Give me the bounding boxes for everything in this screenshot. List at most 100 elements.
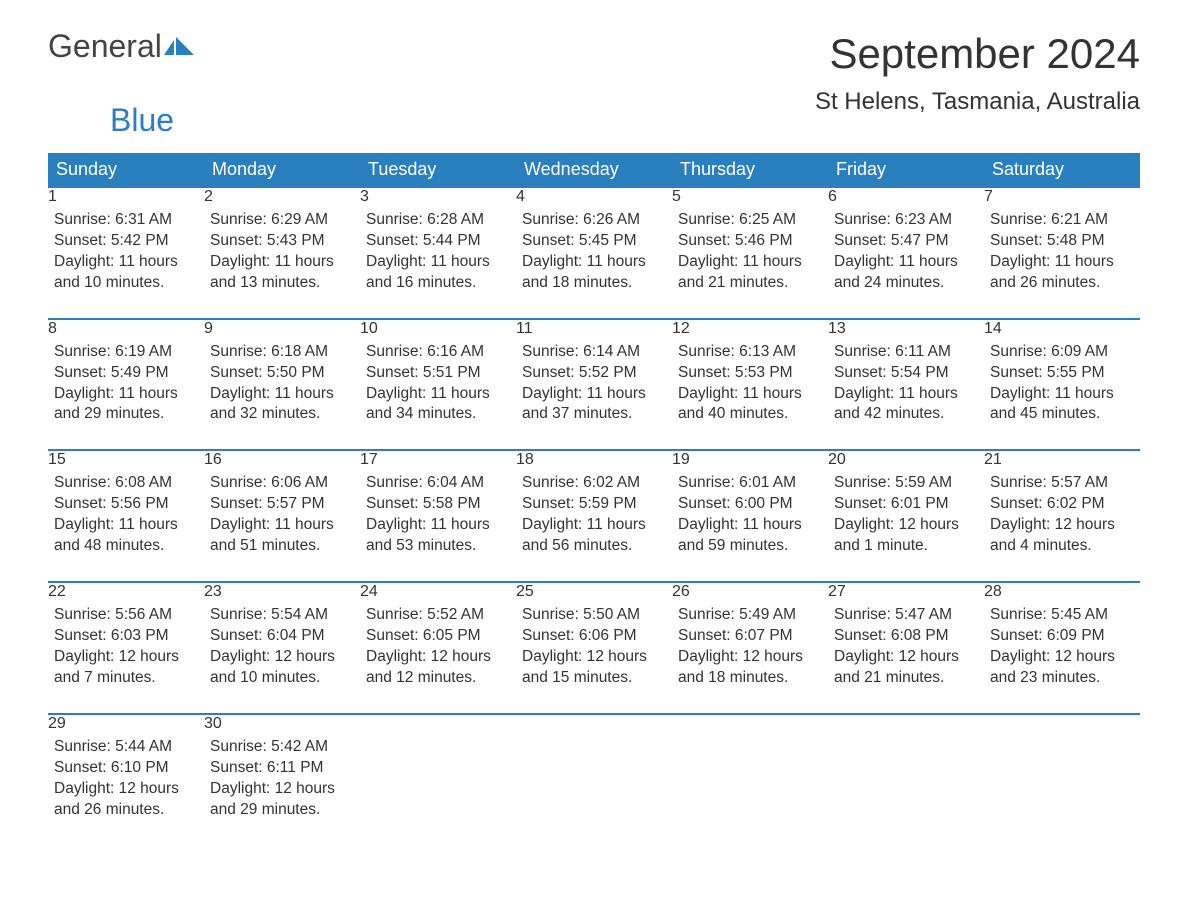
day-body: Sunrise: 5:44 AMSunset: 6:10 PMDaylight:… [48, 733, 204, 845]
day-body: Sunrise: 6:25 AMSunset: 5:46 PMDaylight:… [672, 206, 828, 318]
day-sunset: Sunset: 5:45 PM [522, 231, 666, 252]
calendar-day-cell: 1Sunrise: 6:31 AMSunset: 5:42 PMDaylight… [48, 187, 204, 319]
day-number-empty [360, 715, 516, 733]
day-body: Sunrise: 5:47 AMSunset: 6:08 PMDaylight:… [828, 601, 984, 713]
day-body: Sunrise: 6:26 AMSunset: 5:45 PMDaylight:… [516, 206, 672, 318]
day-body: Sunrise: 6:18 AMSunset: 5:50 PMDaylight:… [204, 338, 360, 450]
calendar-week-row: 8Sunrise: 6:19 AMSunset: 5:49 PMDaylight… [48, 319, 1140, 451]
calendar-day-cell: 24Sunrise: 5:52 AMSunset: 6:05 PMDayligh… [360, 582, 516, 714]
day-number: 6 [828, 188, 984, 206]
day-sunset: Sunset: 5:49 PM [54, 363, 198, 384]
day-number: 23 [204, 583, 360, 601]
day-number: 15 [48, 451, 204, 469]
month-title: September 2024 [815, 30, 1140, 78]
logo: General [48, 30, 194, 62]
logo-text-general: General [48, 30, 162, 62]
day-sunset: Sunset: 6:07 PM [678, 626, 822, 647]
day-d1: Daylight: 12 hours [54, 779, 198, 800]
day-d1: Daylight: 11 hours [54, 515, 198, 536]
day-d1: Daylight: 12 hours [834, 647, 978, 668]
day-body: Sunrise: 5:42 AMSunset: 6:11 PMDaylight:… [204, 733, 360, 845]
calendar-day-cell: 16Sunrise: 6:06 AMSunset: 5:57 PMDayligh… [204, 450, 360, 582]
day-d1: Daylight: 12 hours [522, 647, 666, 668]
day-sunset: Sunset: 5:48 PM [990, 231, 1134, 252]
day-sunset: Sunset: 6:10 PM [54, 758, 198, 779]
day-number: 8 [48, 320, 204, 338]
calendar-day-cell: 18Sunrise: 6:02 AMSunset: 5:59 PMDayligh… [516, 450, 672, 582]
day-d2: and 48 minutes. [54, 536, 198, 557]
day-body: Sunrise: 5:54 AMSunset: 6:04 PMDaylight:… [204, 601, 360, 713]
day-d2: and 10 minutes. [54, 273, 198, 294]
day-sunrise: Sunrise: 5:44 AM [54, 737, 198, 758]
day-sunrise: Sunrise: 6:06 AM [210, 473, 354, 494]
flag-icon [164, 30, 194, 62]
day-number: 7 [984, 188, 1140, 206]
calendar-day-cell: 27Sunrise: 5:47 AMSunset: 6:08 PMDayligh… [828, 582, 984, 714]
calendar-week-row: 22Sunrise: 5:56 AMSunset: 6:03 PMDayligh… [48, 582, 1140, 714]
day-d2: and 59 minutes. [678, 536, 822, 557]
weekday-header: Monday [204, 153, 360, 187]
day-d2: and 10 minutes. [210, 668, 354, 689]
day-body: Sunrise: 5:50 AMSunset: 6:06 PMDaylight:… [516, 601, 672, 713]
weekday-header: Wednesday [516, 153, 672, 187]
day-number: 26 [672, 583, 828, 601]
day-sunrise: Sunrise: 6:26 AM [522, 210, 666, 231]
day-body: Sunrise: 6:29 AMSunset: 5:43 PMDaylight:… [204, 206, 360, 318]
day-number: 16 [204, 451, 360, 469]
day-number-empty [516, 715, 672, 733]
calendar-table: Sunday Monday Tuesday Wednesday Thursday… [48, 153, 1140, 844]
calendar-day-cell: 19Sunrise: 6:01 AMSunset: 6:00 PMDayligh… [672, 450, 828, 582]
day-d2: and 16 minutes. [366, 273, 510, 294]
day-body: Sunrise: 6:21 AMSunset: 5:48 PMDaylight:… [984, 206, 1140, 318]
day-d1: Daylight: 11 hours [54, 384, 198, 405]
day-d1: Daylight: 11 hours [366, 252, 510, 273]
day-sunrise: Sunrise: 6:21 AM [990, 210, 1134, 231]
day-d2: and 32 minutes. [210, 404, 354, 425]
day-sunset: Sunset: 5:46 PM [678, 231, 822, 252]
day-sunrise: Sunrise: 5:52 AM [366, 605, 510, 626]
day-d1: Daylight: 11 hours [678, 515, 822, 536]
day-d1: Daylight: 11 hours [366, 384, 510, 405]
day-sunrise: Sunrise: 6:11 AM [834, 342, 978, 363]
calendar-day-cell: 4Sunrise: 6:26 AMSunset: 5:45 PMDaylight… [516, 187, 672, 319]
day-sunset: Sunset: 5:54 PM [834, 363, 978, 384]
weekday-header: Thursday [672, 153, 828, 187]
day-d1: Daylight: 12 hours [990, 515, 1134, 536]
day-sunset: Sunset: 6:04 PM [210, 626, 354, 647]
day-d1: Daylight: 12 hours [990, 647, 1134, 668]
day-body: Sunrise: 5:52 AMSunset: 6:05 PMDaylight:… [360, 601, 516, 713]
day-sunrise: Sunrise: 6:14 AM [522, 342, 666, 363]
day-body: Sunrise: 6:11 AMSunset: 5:54 PMDaylight:… [828, 338, 984, 450]
title-block: September 2024 St Helens, Tasmania, Aust… [815, 30, 1140, 126]
calendar-day-cell: 30Sunrise: 5:42 AMSunset: 6:11 PMDayligh… [204, 714, 360, 845]
day-sunrise: Sunrise: 5:49 AM [678, 605, 822, 626]
day-body: Sunrise: 6:13 AMSunset: 5:53 PMDaylight:… [672, 338, 828, 450]
day-sunset: Sunset: 6:03 PM [54, 626, 198, 647]
day-body: Sunrise: 6:02 AMSunset: 5:59 PMDaylight:… [516, 469, 672, 581]
day-d1: Daylight: 11 hours [990, 384, 1134, 405]
day-sunset: Sunset: 6:05 PM [366, 626, 510, 647]
calendar-day-cell: 11Sunrise: 6:14 AMSunset: 5:52 PMDayligh… [516, 319, 672, 451]
day-sunset: Sunset: 5:44 PM [366, 231, 510, 252]
day-number: 14 [984, 320, 1140, 338]
day-sunrise: Sunrise: 6:25 AM [678, 210, 822, 231]
day-sunset: Sunset: 5:42 PM [54, 231, 198, 252]
day-sunset: Sunset: 6:11 PM [210, 758, 354, 779]
day-d1: Daylight: 11 hours [522, 515, 666, 536]
calendar-day-cell: 23Sunrise: 5:54 AMSunset: 6:04 PMDayligh… [204, 582, 360, 714]
logo-text-blue: Blue [110, 102, 174, 138]
day-d1: Daylight: 11 hours [678, 252, 822, 273]
day-number-empty [672, 715, 828, 733]
day-number: 11 [516, 320, 672, 338]
day-number: 25 [516, 583, 672, 601]
day-d1: Daylight: 11 hours [678, 384, 822, 405]
day-sunrise: Sunrise: 6:01 AM [678, 473, 822, 494]
day-d1: Daylight: 11 hours [210, 384, 354, 405]
day-sunset: Sunset: 5:53 PM [678, 363, 822, 384]
day-d1: Daylight: 12 hours [678, 647, 822, 668]
day-number: 20 [828, 451, 984, 469]
day-sunrise: Sunrise: 6:13 AM [678, 342, 822, 363]
day-number: 12 [672, 320, 828, 338]
day-sunset: Sunset: 6:06 PM [522, 626, 666, 647]
day-number-empty [984, 715, 1140, 733]
